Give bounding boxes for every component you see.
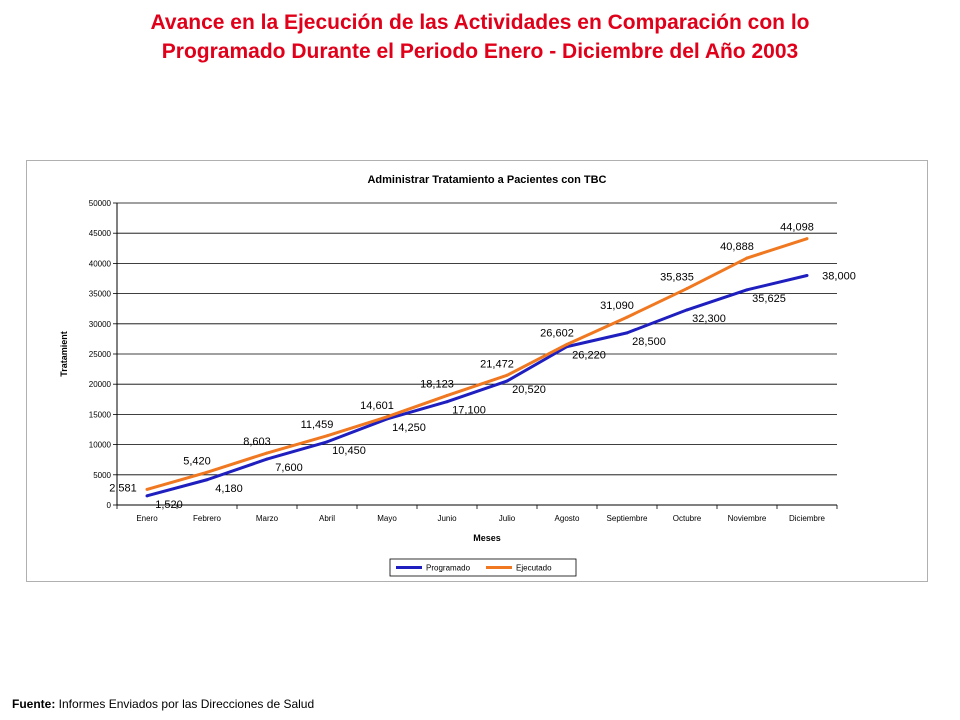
source-text: Informes Enviados por las Direcciones de… [55, 697, 315, 711]
data-label-ejecutado: 26,602 [540, 327, 574, 339]
chart-title: Administrar Tratamiento a Pacientes con … [367, 174, 606, 186]
series-line-ejecutado [146, 237, 808, 491]
data-label-programado: 7,600 [275, 462, 303, 474]
x-tick-label: Junio [437, 514, 457, 523]
x-tick-label: Julio [499, 514, 516, 523]
data-point-ejecutado [625, 315, 629, 319]
x-tick-label: Abril [319, 514, 335, 523]
data-label-ejecutado: 35,835 [660, 272, 694, 284]
data-label-ejecutado: 31,090 [600, 300, 634, 312]
data-point-ejecutado [805, 237, 809, 241]
y-tick-label: 50000 [89, 199, 112, 208]
y-tick-label: 10000 [89, 441, 112, 450]
data-point-ejecutado [265, 451, 269, 455]
y-tick-label: 25000 [89, 350, 112, 359]
data-point-ejecutado [445, 394, 449, 398]
data-label-ejecutado: 44,098 [780, 222, 814, 234]
legend-label-ejecutado: Ejecutado [516, 564, 552, 573]
data-label-ejecutado: 2,581 [109, 482, 137, 494]
data-label-programado: 35,625 [752, 293, 786, 305]
page-title-line2: Programado Durante el Periodo Enero - Di… [161, 40, 799, 63]
data-label-ejecutado: 11,459 [301, 419, 334, 431]
line-chart: Administrar Tratamiento a Pacientes con … [59, 174, 856, 577]
data-point-ejecutado [145, 487, 149, 491]
data-label-ejecutado: 8,603 [243, 436, 271, 448]
data-label-ejecutado: 40,888 [720, 241, 754, 253]
data-point-programado [685, 308, 689, 312]
data-point-programado [325, 440, 329, 444]
legend-box [389, 558, 577, 577]
y-tick-label: 5000 [93, 471, 111, 480]
data-point-ejecutado [505, 373, 509, 377]
data-point-programado [145, 494, 149, 498]
y-tick-label: 35000 [89, 290, 112, 299]
data-point-programado [745, 288, 749, 292]
y-tick-label: 15000 [89, 410, 112, 419]
x-tick-label: Noviembre [728, 514, 767, 523]
data-label-ejecutado: 14,601 [360, 400, 394, 412]
x-tick-label: Febrero [193, 514, 222, 523]
y-axis-title: Tratamient [59, 331, 69, 377]
x-tick-label: Mayo [377, 514, 397, 523]
data-label-programado: 14,250 [392, 422, 426, 434]
x-tick-label: Marzo [256, 514, 279, 523]
data-label-ejecutado: 18,123 [420, 379, 454, 391]
data-point-programado [505, 379, 509, 383]
data-point-programado [625, 331, 629, 335]
data-point-programado [445, 400, 449, 404]
data-point-ejecutado [205, 470, 209, 474]
y-tick-label: 0 [107, 501, 112, 510]
y-tick-label: 45000 [89, 229, 112, 238]
source-label: Fuente: [12, 697, 56, 711]
data-label-programado: 38,000 [822, 270, 856, 282]
y-tick-label: 40000 [89, 259, 112, 268]
data-point-programado [205, 478, 209, 482]
data-label-programado: 17,100 [452, 405, 486, 417]
data-label-programado: 1,520 [155, 499, 183, 511]
page-title-line1: Avance en la Ejecución de las Actividade… [150, 11, 810, 34]
y-tick-label: 20000 [89, 380, 112, 389]
data-point-programado [805, 273, 809, 277]
data-label-programado: 26,220 [572, 350, 606, 362]
y-tick-label: 30000 [89, 320, 112, 329]
x-tick-label: Enero [136, 514, 158, 523]
data-label-programado: 10,450 [332, 445, 366, 457]
data-point-ejecutado [745, 256, 749, 260]
data-point-ejecutado [385, 415, 389, 419]
data-label-programado: 20,520 [512, 384, 546, 396]
x-axis-title: Meses [473, 533, 501, 543]
data-point-ejecutado [325, 434, 329, 438]
legend-label-programado: Programado [426, 564, 471, 573]
series-line-programado [146, 274, 808, 498]
chart-frame: Administrar Tratamiento a Pacientes con … [26, 160, 928, 582]
data-label-programado: 4,180 [215, 483, 243, 495]
data-label-ejecutado: 5,420 [183, 455, 211, 467]
x-tick-label: Septiembre [607, 514, 648, 523]
data-point-programado [265, 457, 269, 461]
data-point-ejecutado [565, 342, 569, 346]
page-title: Avance en la Ejecución de las Actividade… [0, 8, 960, 66]
data-label-programado: 28,500 [632, 336, 666, 348]
x-tick-label: Diciembre [789, 514, 826, 523]
data-point-ejecutado [685, 287, 689, 291]
data-label-programado: 32,300 [692, 313, 726, 325]
data-label-ejecutado: 21,472 [480, 358, 514, 370]
source-note: Fuente: Informes Enviados por las Direcc… [12, 697, 314, 711]
x-tick-label: Octubre [673, 514, 702, 523]
x-tick-label: Agosto [555, 514, 580, 523]
